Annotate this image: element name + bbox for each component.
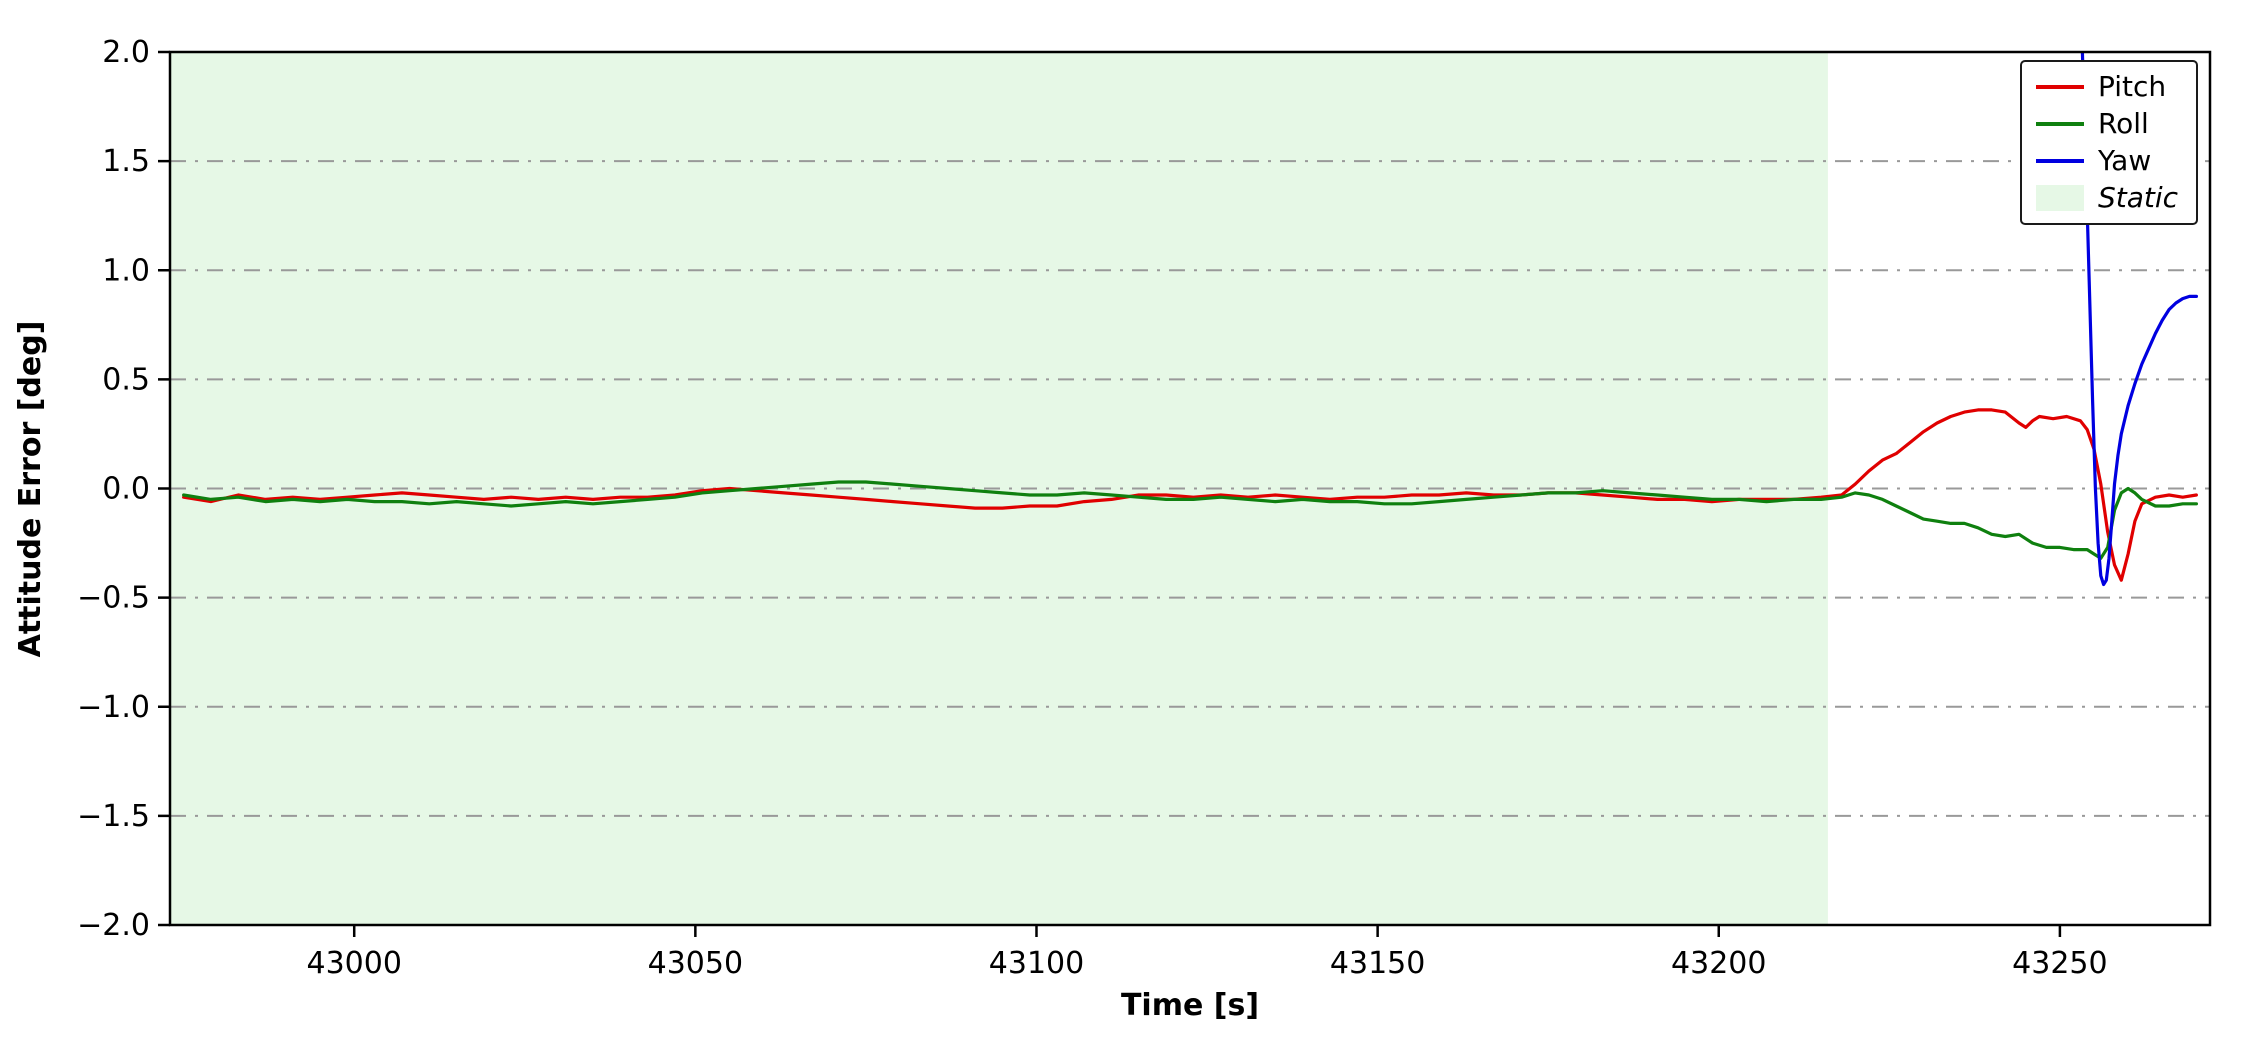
y-tick-label: 2.0 [102, 35, 150, 70]
x-tick-label: 43100 [989, 946, 1084, 981]
legend-item-yaw: Yaw [2035, 144, 2178, 177]
x-tick-label: 43150 [1330, 946, 1425, 981]
x-tick-label: 43250 [2012, 946, 2107, 981]
legend-label-pitch: Pitch [2097, 70, 2167, 103]
legend-label-yaw: Yaw [2097, 144, 2152, 177]
y-tick-label: 0.5 [102, 362, 150, 397]
y-tick-label: −2.0 [77, 908, 150, 943]
yaw-line [2080, 52, 2198, 587]
legend: Pitch Roll Yaw Static [2019, 60, 2198, 225]
y-tick-label: 1.0 [102, 253, 150, 288]
y-tick-label: −0.5 [77, 581, 150, 616]
y-axis-label: Attitude Error [deg] [13, 321, 48, 658]
roll-line-swatch [2035, 122, 2084, 126]
x-tick-label: 43200 [1671, 946, 1766, 981]
pitch-line [182, 408, 2198, 582]
legend-item-roll: Roll [2035, 107, 2178, 140]
y-tick-label: 0.0 [102, 472, 150, 507]
roll-line [182, 480, 2198, 560]
legend-label-roll: Roll [2097, 107, 2149, 140]
y-tick-label: −1.0 [77, 690, 150, 725]
y-tick-label: 1.5 [102, 144, 150, 179]
pitch-line-swatch [2035, 85, 2084, 89]
legend-item-static: Static [2035, 181, 2178, 214]
static-region-swatch [2035, 185, 2084, 211]
y-tick-label: −1.5 [77, 799, 150, 834]
x-tick-label: 43000 [306, 946, 401, 981]
legend-item-pitch: Pitch [2035, 70, 2178, 103]
yaw-line-swatch [2035, 159, 2084, 163]
x-tick-label: 43050 [648, 946, 743, 981]
legend-label-static: Static [2097, 181, 2178, 214]
x-axis-label: Time [s] [1121, 988, 1259, 1023]
